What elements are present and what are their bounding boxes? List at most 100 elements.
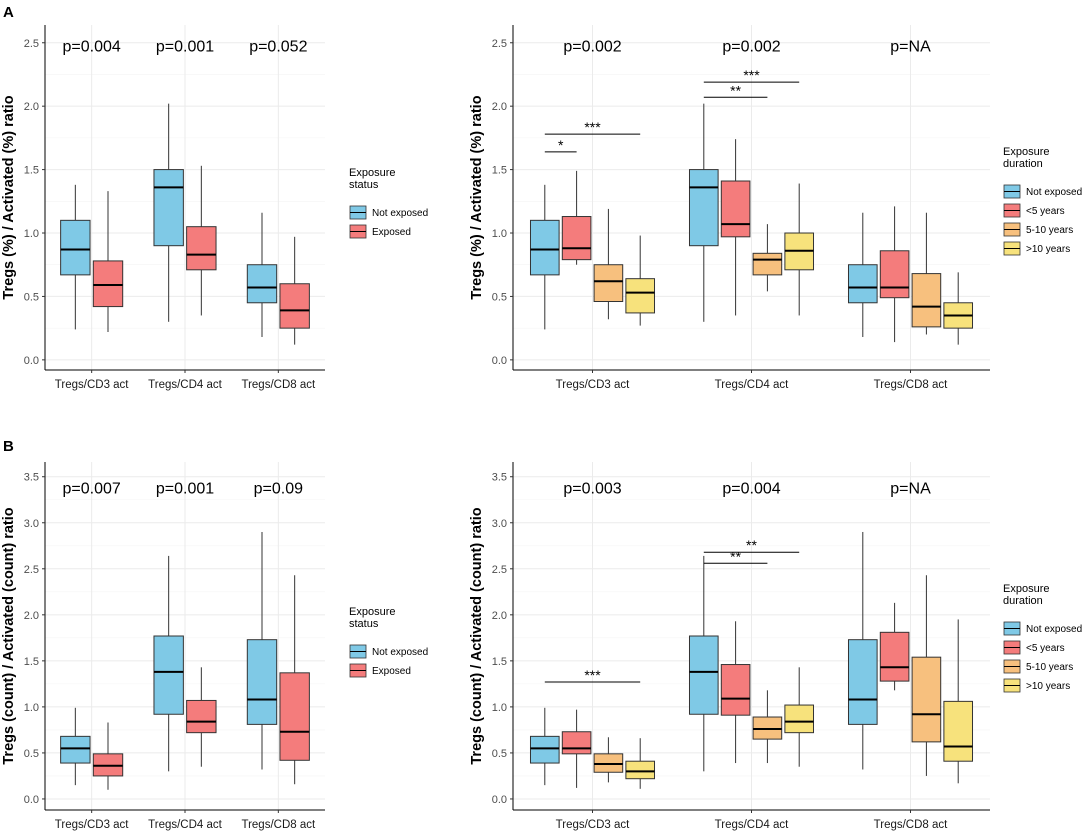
x-tick-label-tregs-cd3-act: Tregs/CD3 act [55,379,130,391]
y-tick-label: 1.5 [492,165,507,177]
x-tick-label-tregs-cd8-act: Tregs/CD8 act [241,819,316,831]
y-tick-label: 2.5 [492,38,507,50]
y-tick-label: 2.0 [24,610,39,622]
legend-item-not-exposed: Not exposed [372,647,428,658]
x-tick-label-tregs-cd4-act: Tregs/CD4 act [715,819,790,831]
p-value-tregs-cd8-act: p=0.09 [254,481,303,498]
significance-stars: ** [730,548,741,564]
legend-title: duration [1003,158,1043,170]
box-tregs-cd8-act-not-exposed [847,531,878,770]
y-tick-label: 0.5 [24,291,39,303]
y-tick-label: 3.0 [24,518,39,530]
legend-item-10-years: >10 years [1026,681,1070,692]
box-iqr [879,631,910,682]
y-tick-label: 0.0 [24,355,39,367]
box-tregs-cd8-act-not-exposed [246,212,278,338]
box-iqr [279,672,310,761]
box-tregs-cd8-act-not-exposed [246,531,278,770]
y-tick-label: 3.0 [492,518,507,530]
y-tick-label: 2.5 [24,38,39,50]
box-iqr [911,656,942,743]
panel-label-b: B [3,438,14,455]
legend-item-5-years: <5 years [1026,643,1065,654]
y-tick-label: 0.5 [24,748,39,760]
box-iqr [529,219,560,276]
y-tick-label: 2.5 [24,564,39,576]
box-tregs-cd8-act-10-years [943,619,974,784]
box-iqr [752,252,783,276]
y-tick-label: 1.0 [492,702,507,714]
y-axis-title: Tregs (%) / Activated (%) ratio [1,95,17,299]
box-tregs-cd3-act-5-10-years [593,737,624,783]
legend-item-10-years: >10 years [1026,244,1070,255]
legend-title: Exposure [349,167,395,179]
box-tregs-cd3-act-not-exposed [60,184,91,330]
x-tick-label-tregs-cd3-act: Tregs/CD3 act [556,379,631,391]
x-tick-label-tregs-cd8-act: Tregs/CD8 act [874,819,949,831]
p-value-tregs-cd3-act: p=0.003 [563,481,621,498]
box-iqr [879,250,910,299]
box-iqr [625,278,656,314]
box-iqr [625,760,656,780]
box-tregs-cd3-act-exposed [92,722,124,790]
box-iqr [60,219,91,276]
legend-item-5-years: <5 years [1026,206,1065,217]
legend-title: status [349,618,379,630]
box-iqr [847,639,878,725]
p-value-tregs-cd3-act: p=0.007 [63,481,121,498]
legend-item-not-exposed: Not exposed [372,208,428,219]
y-tick-label: 2.5 [492,564,507,576]
y-axis-title: Tregs (count) / Activated (count) ratio [469,507,485,764]
x-tick-label-tregs-cd3-act: Tregs/CD3 act [55,819,130,831]
significance-stars: *** [743,67,760,83]
box-iqr [92,260,124,308]
significance-stars: ** [746,537,757,553]
y-tick-label: 1.5 [24,165,39,177]
box-tregs-cd3-act-not-exposed [529,707,560,786]
significance-stars: *** [584,667,601,683]
box-iqr [847,264,878,304]
box-iqr [246,639,278,725]
x-tick-label-tregs-cd3-act: Tregs/CD3 act [556,819,631,831]
p-value-tregs-cd4-act: p=0.001 [156,481,214,498]
box-iqr [720,180,751,238]
box-iqr [911,273,942,328]
significance-stars: * [558,137,564,153]
x-tick-label-tregs-cd8-act: Tregs/CD8 act [241,379,316,391]
box-iqr [186,699,217,734]
box-iqr [246,264,278,304]
x-tick-label-tregs-cd8-act: Tregs/CD8 act [874,379,949,391]
box-tregs-cd8-act-exposed [279,236,310,345]
y-tick-label: 2.0 [492,610,507,622]
box-tregs-cd4-act-5-years [720,139,751,316]
legend-title: status [349,179,379,191]
box-tregs-cd4-act-not-exposed [153,555,184,772]
box-iqr [279,283,310,329]
box-tregs-cd4-act-not-exposed [688,103,719,322]
y-tick-label: 3.5 [24,472,39,484]
box-tregs-cd4-act-not-exposed [153,103,184,322]
box-iqr [529,735,560,764]
y-tick-label: 2.0 [24,101,39,113]
box-tregs-cd8-act-5-years [879,602,910,691]
p-value-tregs-cd4-act: p=0.002 [722,39,780,56]
box-tregs-cd4-act-exposed [186,667,217,767]
y-tick-label: 1.0 [24,702,39,714]
box-tregs-cd3-act-not-exposed [60,707,91,786]
y-tick-label: 1.0 [24,228,39,240]
legend-title: Exposure [349,606,395,618]
box-tregs-cd8-act-5-years [879,206,910,343]
p-value-tregs-cd3-act: p=0.004 [63,39,121,56]
box-tregs-cd4-act-5-10-years [752,690,783,764]
y-tick-label: 2.0 [492,101,507,113]
box-iqr [153,169,184,247]
box-iqr [186,226,217,271]
box-iqr [561,216,592,261]
box-tregs-cd4-act-exposed [186,165,217,316]
box-tregs-cd8-act-5-10-years [911,575,942,776]
panel-b-right: 0.0 0.5 1.0 1.5 2.0 2.5 3.0 3.5 Tregs/CD3 act Tre… [469,462,1082,831]
significance-stars: *** [584,119,601,135]
y-tick-label: 1.5 [24,656,39,668]
